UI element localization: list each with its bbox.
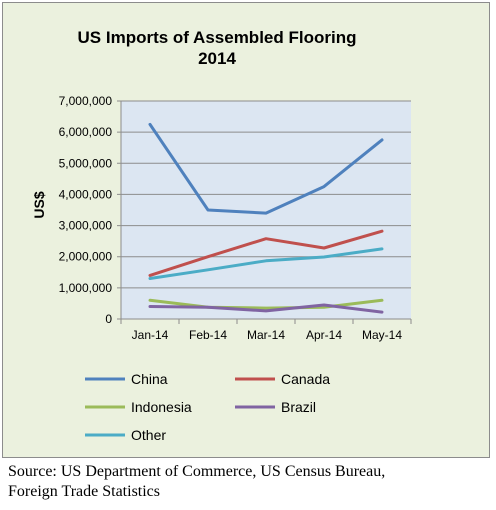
chart-title-line-2: 2014 xyxy=(198,49,236,68)
series-lines xyxy=(148,122,384,314)
legend-label-brazil: Brazil xyxy=(281,399,316,415)
y-tick-label: 4,000,000 xyxy=(59,187,113,201)
x-tick-label: Feb-14 xyxy=(189,328,227,342)
y-axis-ticks: 0 1,000,000 2,000,000 3,000,000 4,000,000 5,0… xyxy=(59,94,113,326)
chart-title-line-1: US Imports of Assembled Flooring xyxy=(78,28,357,47)
x-tick-label: Mar-14 xyxy=(247,328,285,342)
series-line-other xyxy=(148,247,384,280)
y-tick-label: 2,000,000 xyxy=(59,250,113,264)
y-tick-label: 5,000,000 xyxy=(59,156,113,170)
plot-area xyxy=(121,101,411,319)
legend-label-indonesia: Indonesia xyxy=(131,399,192,415)
y-tick-label: 0 xyxy=(105,312,112,326)
legend: China Canada Indonesia Brazil Other xyxy=(85,371,330,443)
source-line-1: Source: US Department of Commerce, US Ce… xyxy=(8,463,386,480)
legend-label-other: Other xyxy=(131,427,166,443)
x-tick-label: Jan-14 xyxy=(132,328,169,342)
line-chart: US Imports of Assembled Flooring 2014 0 1… xyxy=(31,28,412,443)
series-line-brazil xyxy=(148,303,384,314)
y-tick-label: 7,000,000 xyxy=(59,94,113,108)
y-tick-label: 1,000,000 xyxy=(59,281,113,295)
source-note: Source: US Department of Commerce, US Ce… xyxy=(8,462,494,502)
gridlines xyxy=(117,100,411,320)
source-line-2: Foreign Trade Statistics xyxy=(8,483,161,500)
series-line-canada xyxy=(148,229,384,277)
legend-label-canada: Canada xyxy=(281,371,330,387)
x-axis-ticks: Jan-14 Feb-14 Mar-14 Apr-14 May-14 xyxy=(120,319,412,342)
y-axis-label: US$ xyxy=(31,191,47,218)
series-line-indonesia xyxy=(148,298,384,310)
chart-area: US Imports of Assembled Flooring 2014 0 1… xyxy=(2,2,490,458)
x-tick-label: Apr-14 xyxy=(306,328,342,342)
legend-label-china: China xyxy=(131,371,168,387)
x-tick-label: May-14 xyxy=(362,328,402,342)
y-tick-label: 6,000,000 xyxy=(59,125,113,139)
series-line-china xyxy=(148,122,384,215)
y-tick-label: 3,000,000 xyxy=(59,219,113,233)
